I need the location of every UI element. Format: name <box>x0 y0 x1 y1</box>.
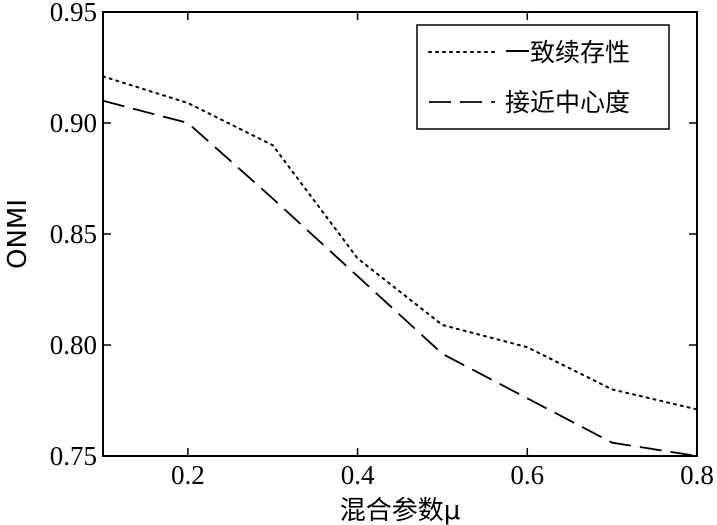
series-layer <box>102 75 698 457</box>
y-axis-label: ONMI <box>3 199 33 269</box>
y-tick-label: 0.85 <box>50 219 97 249</box>
legend-label-2: 接近中心度 <box>505 88 630 117</box>
x-tick-label: 0.2 <box>171 460 205 490</box>
y-tick-label: 0.80 <box>50 330 97 360</box>
x-tick-label: 0.4 <box>341 460 375 490</box>
y-tick-label: 0.95 <box>50 0 97 27</box>
legend-box <box>416 24 670 130</box>
y-tick-label: 0.90 <box>50 108 97 138</box>
x-tick-label: 0.6 <box>510 460 544 490</box>
series-line-2 <box>102 99 698 457</box>
y-tick-label: 0.75 <box>50 441 97 471</box>
x-tick-label: 0.8 <box>680 460 714 490</box>
legend-label-1: 一致续存性 <box>505 38 630 67</box>
x-axis-label: 混合参数μ <box>340 496 461 525</box>
ticks-layer: 0.2 0.4 0.6 0.8 0.75 0.80 0.85 0.90 0.95 <box>50 0 714 490</box>
plot-area: 0.2 0.4 0.6 0.8 0.75 0.80 0.85 0.90 0.95 <box>50 0 714 490</box>
series-line-1 <box>102 75 698 411</box>
